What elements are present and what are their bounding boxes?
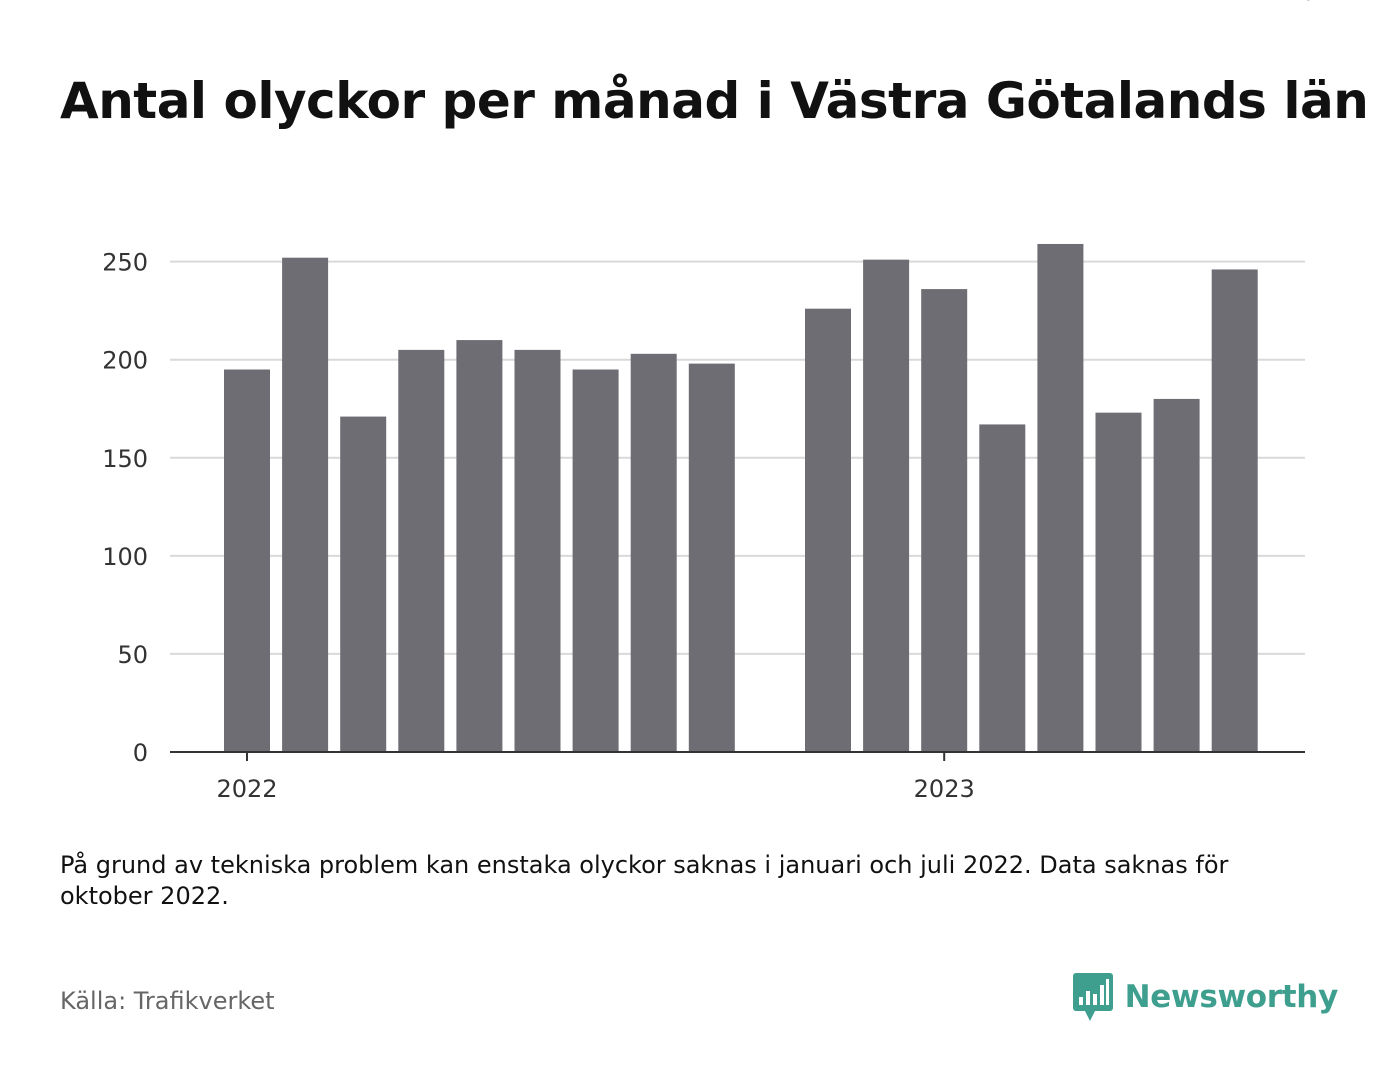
newsworthy-logo-icon [1072, 973, 1113, 1021]
bar [1095, 412, 1142, 752]
bar [688, 363, 735, 752]
bar [282, 257, 329, 752]
bar [979, 424, 1026, 752]
bar [456, 340, 503, 752]
bar [572, 369, 619, 752]
chart-title: Antal olyckor per månad i Västra Götalan… [60, 72, 1369, 130]
brand-logo: Newsworthy [1072, 972, 1339, 1022]
axes [170, 751, 1305, 761]
y-tick-label: 0 [133, 739, 148, 767]
x-tick-label: 2022 [216, 775, 277, 803]
bar [921, 289, 968, 752]
bar [1153, 398, 1200, 752]
y-tick-label: 50 [117, 641, 148, 669]
bar [224, 369, 270, 752]
labels: 0 50 100 150 200 250 2022 2023 246 [102, 0, 1316, 803]
value-label: 246 [1270, 0, 1316, 6]
bar [1211, 269, 1258, 752]
brand-name: Newsworthy [1124, 979, 1339, 1015]
y-tick-label: 150 [102, 445, 148, 473]
bar [863, 259, 910, 752]
bar-chart: 0 50 100 150 200 250 2022 2023 246 [102, 0, 1316, 803]
bars [224, 243, 1258, 752]
bar [514, 349, 561, 752]
x-tick-label: 2023 [914, 775, 975, 803]
bar [1037, 243, 1084, 752]
y-tick-label: 250 [102, 249, 148, 277]
bar [805, 308, 851, 752]
source-text: Källa: Trafikverket [60, 987, 275, 1015]
y-tick-label: 200 [102, 347, 148, 375]
bar [630, 353, 677, 752]
chart-note: På grund av tekniska problem kan enstaka… [60, 851, 1229, 910]
bar [340, 416, 387, 752]
y-tick-label: 100 [102, 543, 148, 571]
bar [398, 349, 445, 752]
